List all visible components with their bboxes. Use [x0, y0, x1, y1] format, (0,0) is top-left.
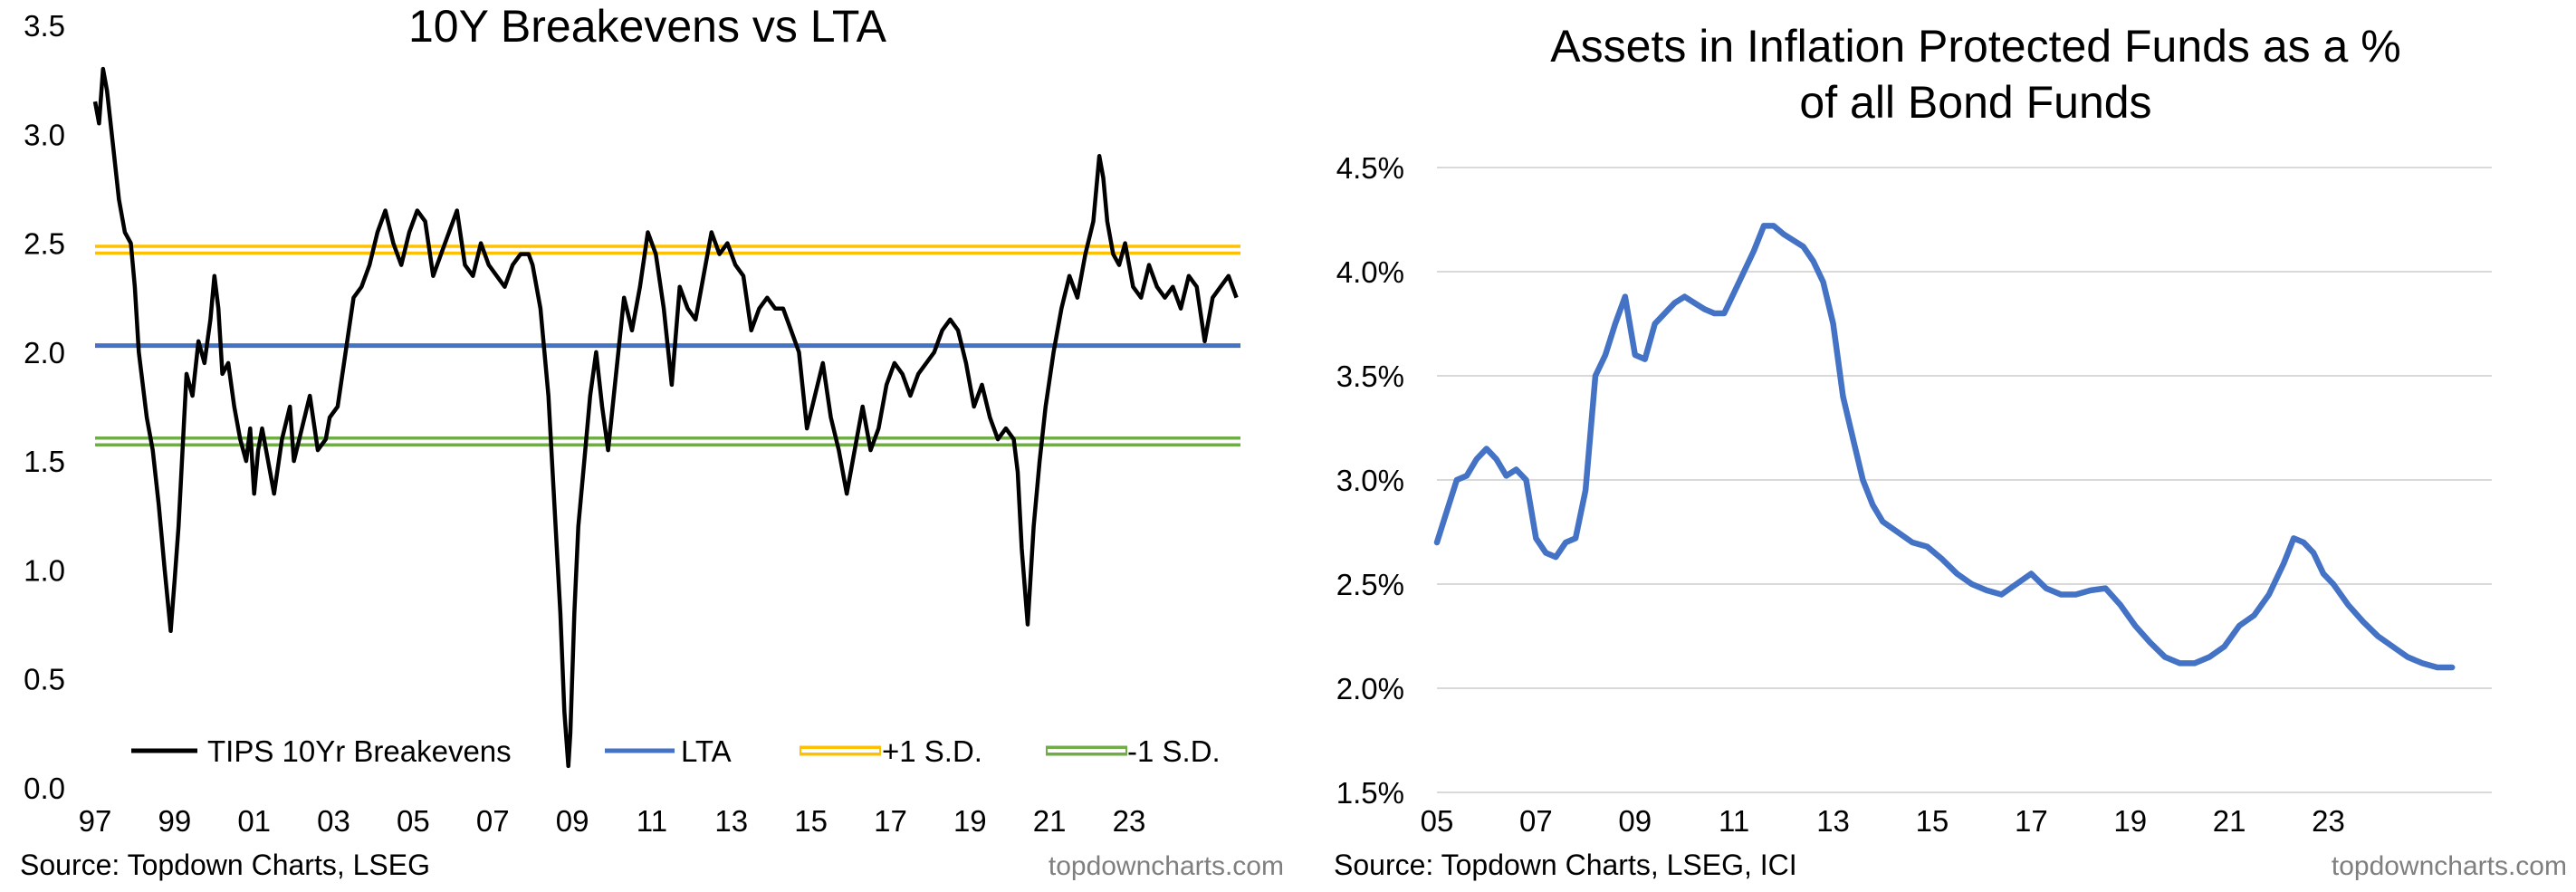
- inflation-funds-xtick-label: 11: [1719, 804, 1749, 838]
- breakevens-ytick-label: 1.5: [24, 445, 65, 478]
- inflation-funds-xtick-label: 21: [2213, 804, 2246, 838]
- inflation-funds-xtick-label: 05: [1421, 804, 1454, 838]
- inflation-funds-title-line-2: of all Bond Funds: [1799, 77, 2151, 128]
- breakevens-xtick-label: 99: [158, 804, 191, 838]
- breakevens-xtick-label: 13: [714, 804, 748, 838]
- legend-label-tips: TIPS 10Yr Breakevens: [207, 734, 512, 768]
- inflation-funds-xtick-label: 13: [1816, 804, 1850, 838]
- breakevens-ytick-label: 2.0: [24, 336, 65, 369]
- breakevens-xtick-label: 09: [556, 804, 589, 838]
- inflation-funds-ytick-label: 4.5%: [1336, 151, 1404, 185]
- breakevens-ytick-label: 2.5: [24, 227, 65, 261]
- breakevens-chart-panel: 10Y Breakevens vs LTA 0.0 0.5 1.0 1.5 2.0 2.5…: [20, 1, 1284, 881]
- breakevens-xtick-label: 15: [794, 804, 828, 838]
- breakevens-xtick-label: 19: [953, 804, 987, 838]
- inflation-funds-source: Source: Topdown Charts, LSEG, ICI: [1334, 849, 1797, 881]
- inflation-funds-xtick-label: 17: [2015, 804, 2048, 838]
- inflation-funds-watermark: topdowncharts.com: [2332, 851, 2567, 881]
- breakevens-xtick-label: 21: [1033, 804, 1067, 838]
- breakevens-chart-svg: 10Y Breakevens vs LTA 0.0 0.5 1.0 1.5 2.0 2.5…: [20, 1, 1284, 881]
- inflation-funds-ytick-label: 3.5%: [1336, 360, 1404, 393]
- inflation-funds-chart-svg: Assets in Inflation Protected Funds as a…: [1334, 21, 2567, 881]
- breakevens-xtick-label: 23: [1113, 804, 1146, 838]
- inflation-funds-xtick-label: 23: [2312, 804, 2345, 838]
- breakevens-ytick-label: 0.0: [24, 772, 65, 805]
- inflation-funds-ytick-label: 2.5%: [1336, 568, 1404, 601]
- breakevens-xtick-label: 05: [397, 804, 430, 838]
- legend-label-plus-sd: +1 S.D.: [882, 734, 982, 768]
- inflation-funds-xtick-label: 09: [1618, 804, 1652, 838]
- breakevens-ytick-label: 3.0: [24, 118, 65, 151]
- legend-label-lta: LTA: [681, 734, 732, 768]
- breakevens-xtick-label: 01: [237, 804, 271, 838]
- inflation-funds-ytick-label: 1.5%: [1336, 776, 1404, 810]
- inflation-funds-xtick-label: 07: [1519, 804, 1553, 838]
- breakevens-ytick-label: 1.0: [24, 553, 65, 587]
- tips-breakevens-line: [92, 66, 1239, 769]
- inflation-funds-xtick-label: 19: [2113, 804, 2147, 838]
- breakevens-ytick-label: 0.5: [24, 663, 65, 696]
- breakevens-xtick-label: 03: [317, 804, 350, 838]
- breakevens-source: Source: Topdown Charts, LSEG: [20, 849, 430, 881]
- breakevens-xtick-label: 11: [637, 804, 667, 838]
- inflation-funds-line: [1433, 223, 2456, 671]
- inflation-funds-xtick-label: 15: [1916, 804, 1949, 838]
- breakevens-watermark: topdowncharts.com: [1049, 851, 1284, 881]
- inflation-funds-chart-panel: Assets in Inflation Protected Funds as a…: [1295, 0, 2576, 892]
- legend-label-minus-sd: -1 S.D.: [1127, 734, 1221, 768]
- inflation-funds-ytick-label: 4.0%: [1336, 255, 1404, 289]
- inflation-funds-ytick-label: 3.0%: [1336, 464, 1404, 497]
- breakevens-ytick-label: 3.5: [24, 9, 65, 43]
- breakevens-xtick-label: 97: [79, 804, 112, 838]
- breakevens-xtick-label: 07: [476, 804, 510, 838]
- breakevens-xtick-label: 17: [874, 804, 907, 838]
- inflation-funds-title-line-1: Assets in Inflation Protected Funds as a…: [1550, 21, 2400, 72]
- breakevens-legend: TIPS 10Yr Breakevens LTA +1 S.D. -1 S.D.: [131, 734, 1221, 768]
- breakevens-chart-title: 10Y Breakevens vs LTA: [408, 1, 887, 52]
- inflation-funds-ytick-label: 2.0%: [1336, 672, 1404, 705]
